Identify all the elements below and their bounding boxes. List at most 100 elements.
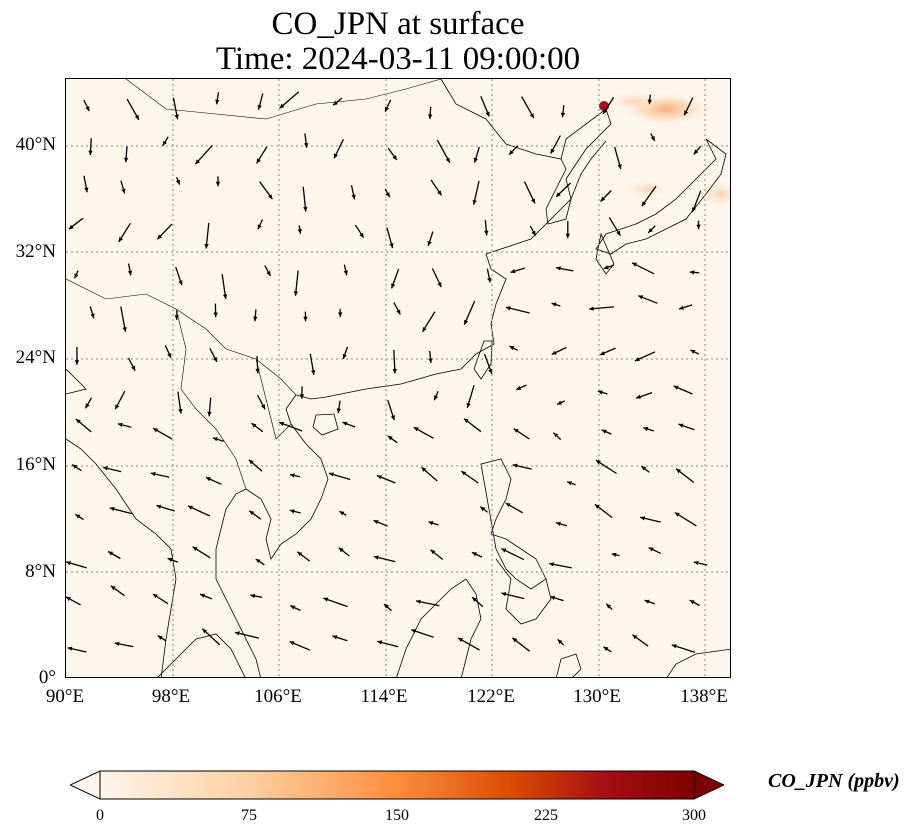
wind-vector-head — [131, 365, 136, 371]
wind-vector-head — [85, 403, 90, 409]
y-tick-label: 32°N — [15, 241, 56, 262]
wind-vector-head — [253, 316, 258, 322]
wind-vector-head — [601, 429, 607, 434]
wind-vector-head — [472, 199, 477, 205]
wind-vector-head — [215, 181, 221, 187]
x-tick-label: 106°E — [254, 686, 302, 707]
wind-vector-head — [427, 240, 432, 246]
graticule — [66, 79, 730, 677]
wind-vector-head — [114, 641, 120, 646]
wind-vector-head — [389, 243, 394, 249]
wind-vector-head — [505, 503, 511, 508]
wind-vector-head — [268, 194, 273, 200]
y-tick-label: 24°N — [15, 347, 56, 368]
wind-vector-head — [632, 634, 638, 640]
wind-vector-head — [66, 561, 71, 566]
y-tick-label: 16°N — [15, 454, 56, 475]
wind-vector-head — [343, 270, 348, 276]
colorbar-label: CO_JPN (ppbv) — [768, 770, 900, 792]
colorbar — [68, 770, 726, 800]
wind-vector-head — [595, 460, 601, 465]
x-tick-label: 138°E — [680, 686, 728, 707]
wind-vector-head — [392, 368, 397, 374]
wind-vector-head — [261, 404, 266, 410]
wind-vector-head — [464, 319, 469, 325]
wind-vector-head — [485, 111, 490, 117]
map-title: CO_JPN at surface — [271, 6, 525, 42]
wind-vector-head — [373, 555, 379, 560]
wind-vector-head — [192, 546, 198, 551]
wind-vector-head — [634, 357, 640, 361]
wind-vector-head — [589, 306, 594, 311]
wind-vector-head — [509, 346, 515, 351]
wind-vector-head — [167, 557, 173, 562]
wind-vector-head — [693, 560, 699, 566]
wind-vector-head — [461, 471, 467, 476]
wind-vector-head — [428, 358, 433, 363]
wind-vector-head — [153, 428, 159, 433]
wind-vector-head — [338, 312, 343, 317]
x-tick-label: 98°E — [151, 686, 191, 707]
wind-vector-head — [385, 192, 390, 198]
wind-vector-head — [342, 353, 347, 359]
wind-vector-head — [204, 243, 209, 249]
wind-vector-head — [333, 100, 338, 106]
wind-vector-head — [638, 295, 644, 300]
colorbar-extend-max — [693, 770, 726, 800]
colorbar-tick: 150 — [385, 807, 409, 824]
wind-vector-head — [289, 509, 295, 514]
wind-vector-head — [466, 402, 471, 408]
wind-vector-head — [134, 114, 139, 120]
x-tick-label: 90°E — [45, 686, 85, 707]
wind-vector-head — [235, 631, 240, 636]
wind-vector-head — [512, 463, 518, 468]
wind-vector-head — [178, 408, 183, 414]
wind-vector-head — [127, 270, 133, 276]
wind-vector-head — [616, 230, 621, 236]
wind-vector-head — [207, 411, 212, 417]
wind-vector-head — [303, 316, 308, 322]
wind-vector-head — [458, 637, 463, 642]
wind-vector-head — [336, 408, 341, 413]
wind-vector-head — [603, 646, 609, 652]
wind-vector-head — [413, 427, 419, 432]
wind-vector-head — [115, 404, 120, 410]
wind-vector-head — [392, 155, 397, 160]
wind-vector-head — [299, 394, 305, 399]
wind-vector-head — [195, 159, 200, 165]
wind-vector-head — [557, 639, 563, 645]
wind-vector-head — [328, 472, 334, 477]
colorbar-tick: 75 — [241, 807, 257, 824]
map-panel — [65, 78, 731, 678]
wind-vector-head — [248, 459, 254, 465]
wind-vector-head — [567, 481, 572, 486]
wind-vector-head — [644, 599, 650, 604]
wind-vector-head — [396, 309, 401, 315]
colorbar-tick: 225 — [534, 807, 558, 824]
wind-vector-head — [84, 187, 89, 193]
wind-vector-head — [174, 114, 179, 120]
wind-vector-head — [473, 157, 478, 163]
wind-vector-head — [250, 593, 256, 599]
wind-vector-head — [422, 327, 427, 332]
wind-vector-head — [606, 603, 611, 609]
colorbar-extend-min — [68, 770, 101, 800]
wind-vector-head — [279, 103, 285, 109]
wind-vector-head — [643, 426, 649, 432]
wind-vector-head — [632, 262, 637, 267]
wind-vector-head — [471, 552, 477, 557]
wind-vector-head — [257, 104, 262, 110]
wind-vector-head — [692, 207, 696, 213]
wind-vector-head — [603, 265, 609, 270]
wind-vector-head — [428, 114, 433, 119]
wind-vector-head — [297, 229, 302, 234]
wind-vector-head — [551, 350, 557, 355]
wind-vector-head — [557, 400, 562, 405]
wind-vector-head — [434, 395, 439, 401]
colorbar-gradient — [99, 770, 695, 800]
wind-vector-head — [416, 599, 421, 604]
wind-vector-head — [74, 273, 79, 279]
wind-vector-head — [594, 504, 600, 509]
wind-vector-head — [445, 157, 450, 163]
wind-vector-head — [74, 360, 80, 365]
